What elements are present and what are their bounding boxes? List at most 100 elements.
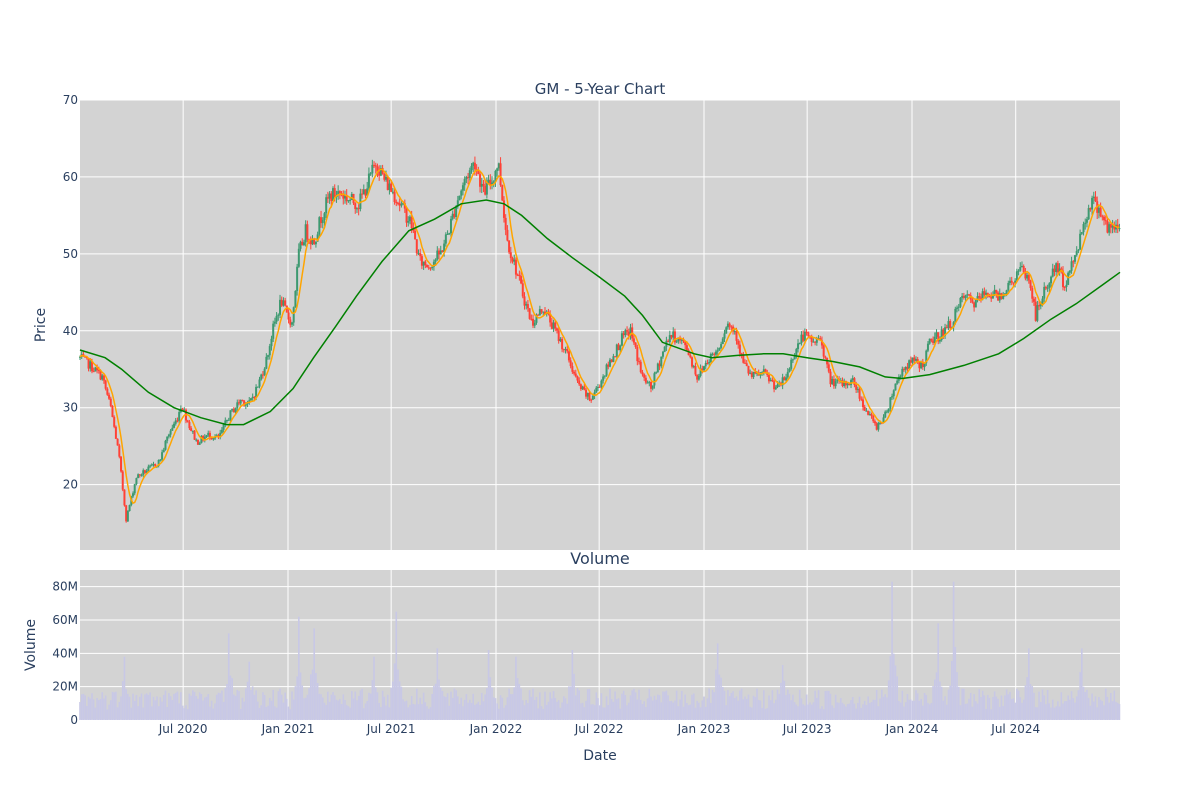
candle-body	[711, 353, 714, 355]
volume-bar	[296, 676, 298, 720]
volume-bar	[89, 698, 92, 720]
volume-bar	[301, 685, 304, 720]
volume-bar	[1101, 701, 1104, 720]
volume-bar	[376, 692, 379, 720]
volume-chart-title: Volume	[570, 549, 630, 568]
candle-body	[774, 387, 777, 390]
candle-body	[385, 176, 388, 180]
volume-bar	[913, 700, 916, 720]
volume-bar	[470, 702, 473, 720]
date-tick-label: Jul 2024	[990, 722, 1040, 736]
volume-bar	[1022, 699, 1025, 720]
volume-bar	[947, 689, 950, 720]
candle-body	[726, 323, 729, 328]
candle-body	[1010, 280, 1013, 283]
volume-bar	[171, 700, 174, 720]
candle-body	[125, 505, 128, 522]
candle-body	[598, 386, 601, 388]
candle-body	[284, 300, 287, 306]
candle-body	[1009, 280, 1012, 283]
candle-body	[123, 489, 126, 506]
volume-bar	[289, 709, 292, 720]
volume-bar	[306, 694, 309, 720]
volume-bar	[221, 690, 223, 720]
candle-body	[1097, 207, 1100, 213]
candle-body	[496, 168, 499, 171]
candle-body	[973, 302, 976, 308]
volume-bar	[826, 690, 828, 720]
volume-bar	[976, 703, 979, 720]
candle-body	[367, 173, 370, 189]
volume-bar	[687, 705, 690, 720]
candle-body	[280, 299, 283, 306]
candle-body	[321, 219, 324, 224]
volume-bar	[756, 688, 758, 720]
volume-bar	[265, 707, 268, 720]
candle-body	[169, 430, 172, 435]
volume-bar	[959, 705, 962, 720]
candle-body	[1051, 268, 1054, 277]
candle-body	[1070, 261, 1073, 271]
candle-body	[511, 258, 514, 262]
volume-bar	[592, 704, 594, 720]
volume-bar	[445, 697, 447, 720]
volume-bar	[552, 691, 555, 720]
volume-bar	[166, 707, 168, 720]
volume-bar	[392, 681, 394, 720]
candle-body	[417, 253, 420, 255]
candle-body	[691, 357, 694, 367]
volume-bar	[636, 699, 639, 720]
volume-bar	[108, 704, 110, 720]
candle-body	[330, 193, 333, 201]
volume-bar	[535, 696, 538, 720]
candle-body	[944, 327, 947, 336]
candle-body	[157, 459, 160, 466]
volume-bar	[923, 693, 926, 720]
candle-body	[477, 169, 480, 175]
volume-bar	[152, 696, 155, 720]
candle-body	[894, 383, 897, 391]
candle-body	[468, 170, 471, 178]
candle-body	[636, 346, 639, 362]
candle-body	[479, 174, 482, 187]
candle-body	[566, 349, 569, 352]
candle-body	[896, 380, 899, 384]
candle-body	[814, 341, 817, 343]
candle-body	[491, 182, 494, 185]
candle-body	[590, 399, 593, 401]
volume-bar	[651, 700, 654, 720]
volume-bar	[576, 688, 579, 720]
volume-bar	[92, 699, 95, 720]
volume-bar	[663, 691, 666, 720]
candle-body	[268, 346, 271, 356]
volume-bar	[79, 701, 81, 720]
volume-bar	[226, 683, 228, 720]
candle-body	[720, 344, 723, 348]
candle-body	[1039, 303, 1042, 307]
volume-bar	[855, 708, 857, 720]
volume-bar	[409, 704, 411, 720]
volume-bar	[805, 694, 808, 720]
candle-body	[653, 373, 656, 386]
volume-bar	[674, 700, 676, 720]
candle-body	[766, 372, 769, 376]
candle-body	[1104, 220, 1107, 222]
volume-bar	[446, 693, 449, 720]
candle-body	[109, 398, 112, 406]
volume-bar	[853, 703, 856, 720]
volume-bar	[345, 704, 348, 720]
volume-bar	[498, 708, 500, 720]
volume-bar	[819, 708, 822, 720]
volume-bar	[280, 694, 283, 720]
volume-bar	[561, 702, 563, 720]
candle-body	[369, 173, 372, 175]
candle-body	[196, 439, 199, 445]
volume-bar	[291, 691, 293, 720]
volume-bar	[631, 690, 633, 720]
candle-body	[219, 432, 222, 438]
candle-body	[1019, 266, 1022, 271]
volume-bar	[508, 688, 510, 720]
candle-body	[962, 295, 965, 298]
candle-body	[140, 474, 143, 476]
volume-bar	[588, 688, 591, 720]
